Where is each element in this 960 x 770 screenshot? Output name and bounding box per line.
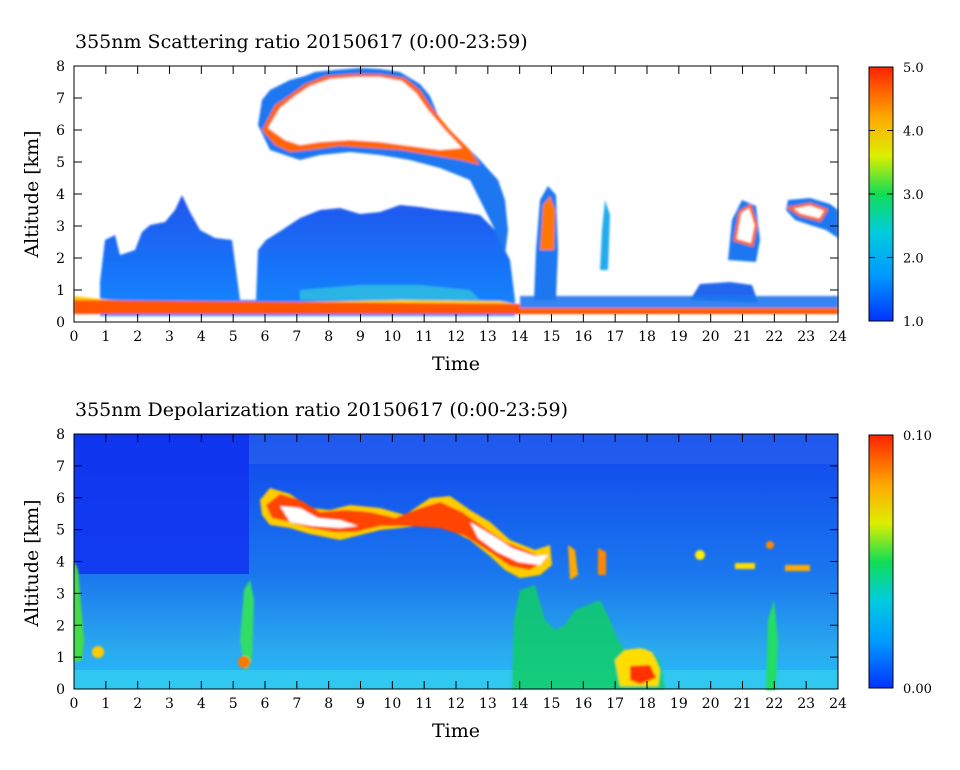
- x-tick-label: 6: [261, 696, 270, 712]
- x-tick-label: 3: [165, 696, 174, 712]
- x-tick-label: 7: [292, 696, 301, 712]
- axes-scattering: 0 1 2 3 4 5 6 7 8 9 10 11 12 13 14 15 16 17 18 19 20 21 22 23 24…: [56, 59, 847, 345]
- colorbar-label: 4.0: [903, 125, 924, 140]
- x-tick-label: 12: [447, 696, 465, 712]
- x-tick-label: 16: [574, 696, 592, 712]
- colorbar-label: 1.0: [903, 315, 924, 330]
- x-tick-label: 19: [670, 696, 688, 712]
- y-tick-label: 4: [56, 187, 65, 203]
- x-tick-label: 11: [415, 329, 433, 345]
- x-tick-label: 1: [101, 329, 110, 345]
- x-tick-label: 4: [197, 329, 206, 345]
- x-tick-label: 15: [543, 696, 561, 712]
- y-tick-label: 0: [56, 682, 65, 698]
- y-tick-label: 2: [56, 251, 65, 267]
- ice-cloud-band: [260, 488, 552, 578]
- x-tick-label: 23: [797, 329, 815, 345]
- x-tick-label: 0: [70, 696, 79, 712]
- axes-depolarization: 0 1 2 3 4 5 6 7 8 9 10 11 12 13 14 15 16 17 18 19 20 21 22 23 24…: [56, 427, 847, 712]
- x-tick-label: 5: [229, 696, 238, 712]
- x-tick-label: 11: [415, 696, 433, 712]
- x-tick-label: 17: [606, 696, 624, 712]
- colorbar-depolarization: [868, 434, 894, 689]
- colorbar-label: 0.00: [903, 682, 932, 697]
- x-tick-label: 18: [638, 329, 656, 345]
- x-tick-label: 3: [165, 329, 174, 345]
- colorbar-label: 3.0: [903, 188, 924, 203]
- colorbar-labels-scattering: 5.0 4.0 3.0 2.0 1.0: [869, 61, 924, 330]
- y-tick-label: 3: [56, 586, 65, 602]
- x-tick-label: 23: [797, 696, 815, 712]
- y-tick-label: 6: [56, 123, 65, 139]
- x-tick-label: 24: [829, 696, 847, 712]
- y-tick-label: 8: [56, 427, 65, 443]
- x-tick-label: 7: [292, 329, 301, 345]
- y-tick-label: 1: [56, 283, 65, 299]
- x-tick-label: 19: [670, 329, 688, 345]
- x-tick-label: 9: [356, 329, 365, 345]
- x-tick-label: 2: [133, 329, 142, 345]
- y-tick-label: 3: [56, 219, 65, 235]
- y-tick-label: 1: [56, 650, 65, 666]
- colorbar-labels-depolarization: 0.10 0.00: [869, 429, 932, 697]
- x-tick-label: 20: [702, 696, 720, 712]
- y-tick-label: 4: [56, 555, 65, 571]
- x-axis-label: Time: [432, 720, 480, 742]
- x-tick-label: 15: [543, 329, 561, 345]
- x-tick-label: 6: [261, 329, 270, 345]
- x-tick-label: 10: [383, 696, 401, 712]
- x-tick-label: 0: [70, 329, 79, 345]
- colorbar-label: 5.0: [903, 61, 924, 76]
- x-tick-label: 14: [511, 696, 529, 712]
- x-tick-label: 9: [356, 696, 365, 712]
- x-axis-label: Time: [432, 353, 480, 375]
- y-tick-label: 6: [56, 491, 65, 507]
- x-tick-label: 12: [447, 329, 465, 345]
- x-tick-label: 14: [511, 329, 529, 345]
- x-tick-label: 8: [324, 696, 333, 712]
- colorbar-label: 2.0: [903, 252, 924, 267]
- x-tick-label: 4: [197, 696, 206, 712]
- y-tick-label: 0: [56, 315, 65, 331]
- chart-title: 355nm Depolarization ratio 20150617 (0:0…: [75, 399, 568, 421]
- x-tick-label: 21: [734, 329, 752, 345]
- x-tick-label: 2: [133, 696, 142, 712]
- y-tick-label: 2: [56, 618, 65, 634]
- x-tick-label: 13: [479, 329, 497, 345]
- y-tick-label: 5: [56, 155, 65, 171]
- x-tick-label: 17: [606, 329, 624, 345]
- y-axis-label: Altitude [km]: [21, 130, 43, 258]
- x-tick-label: 8: [324, 329, 333, 345]
- x-tick-label: 5: [229, 329, 238, 345]
- plot-area-scattering: [73, 65, 839, 323]
- x-tick-label: 21: [734, 696, 752, 712]
- x-tick-label: 1: [101, 696, 110, 712]
- y-tick-label: 8: [56, 59, 65, 75]
- colorbar-label: 0.10: [903, 429, 932, 444]
- x-tick-label: 24: [829, 329, 847, 345]
- chart-title: 355nm Scattering ratio 20150617 (0:00-23…: [75, 31, 528, 53]
- plot-area-depolarization: [73, 433, 839, 690]
- x-tick-label: 16: [574, 329, 592, 345]
- x-tick-label: 22: [765, 696, 783, 712]
- x-tick-label: 20: [702, 329, 720, 345]
- y-tick-label: 5: [56, 523, 65, 539]
- x-tick-label: 22: [765, 329, 783, 345]
- x-tick-label: 18: [638, 696, 656, 712]
- x-tick-label: 10: [383, 329, 401, 345]
- x-tick-label: 13: [479, 696, 497, 712]
- y-tick-label: 7: [56, 459, 65, 475]
- y-axis-label: Altitude [km]: [21, 499, 43, 627]
- y-tick-label: 7: [56, 91, 65, 107]
